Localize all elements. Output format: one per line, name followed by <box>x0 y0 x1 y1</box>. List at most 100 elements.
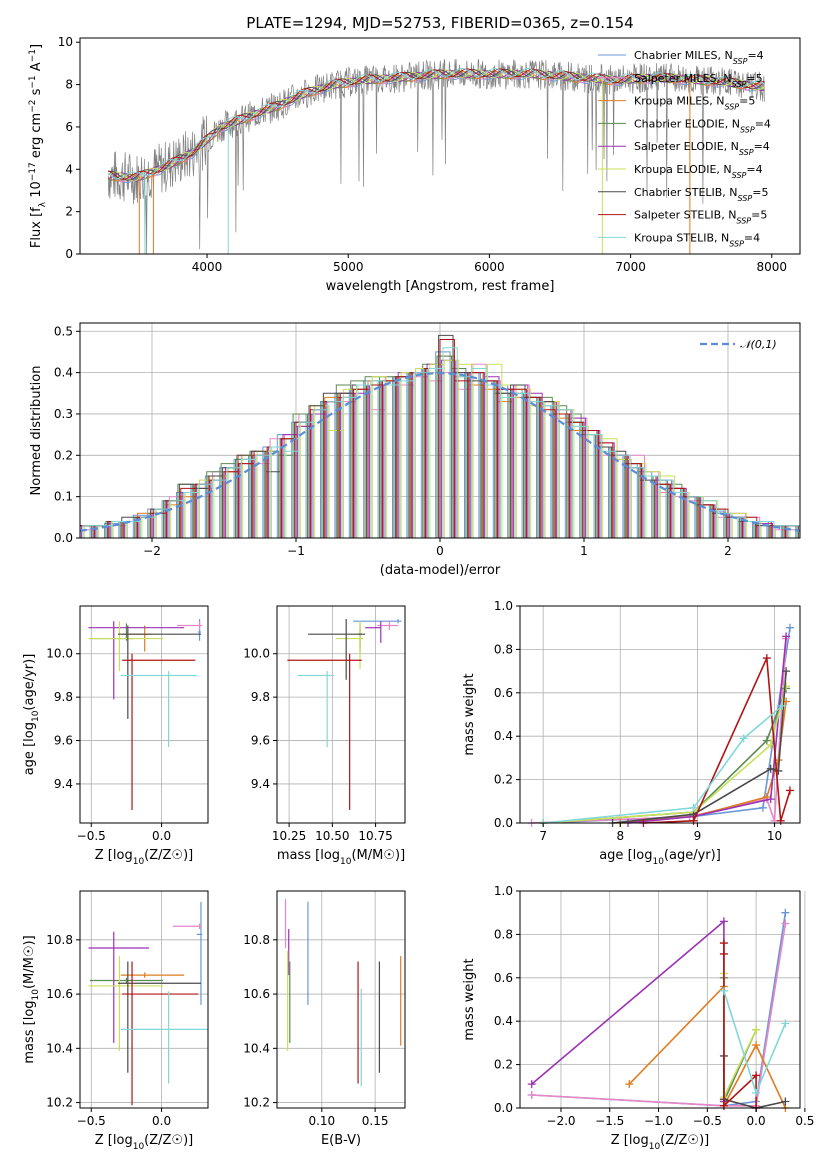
weight-point-marker <box>527 1090 536 1099</box>
weight-point-marker <box>762 736 771 745</box>
y-tick-label: 0.0 <box>494 816 513 830</box>
legend-label: Salpeter ELODIE, NSSP=4 <box>634 140 770 157</box>
x-tick-label: 8000 <box>756 260 787 274</box>
weight-point-marker <box>758 803 767 812</box>
y-axis-label-part: (age/yr)] <box>22 654 37 711</box>
weight-point-marker <box>719 917 728 926</box>
x-axis-label-part: 10 <box>133 1142 145 1152</box>
legend-label: Chabrier MILES, NSSP=4 <box>634 49 764 66</box>
x-axis-label-part: 10 <box>133 857 145 867</box>
x-axis-label-part: E(B-V) <box>321 1133 361 1148</box>
y-axis-label-part: 10 <box>31 989 41 1001</box>
weight-point-marker <box>766 740 775 749</box>
y-tick-label: 10.2 <box>243 1096 270 1110</box>
legend-label-eq: =5 <box>739 95 755 108</box>
x-tick-label: −2 <box>143 544 161 558</box>
model-spectrum-line <box>107 71 765 183</box>
y-axis-label-part: s <box>29 88 44 99</box>
residuals-panel: −2 −1 0 1 2 0.0 0.1 0.2 0.3 0.4 0.5 (data-model)/er… <box>29 322 801 578</box>
x-tick-label: 10.50 <box>315 829 349 843</box>
weight-line <box>531 638 787 824</box>
x-tick-label: −2.0 <box>546 1114 575 1128</box>
y-axis-label-part: A <box>29 62 44 75</box>
weight-point-marker <box>785 623 794 632</box>
weight-point-marker <box>781 1019 790 1028</box>
y-tick-label: 0.3 <box>54 407 73 421</box>
y-tick-label: 1.0 <box>494 884 513 898</box>
mass-weight-vs-metallicity-panel: −2.0 −1.5 −1.0 −0.5 0.0 0.5 0.0 0.2 0.4 0.6 0.8 1.0… <box>462 884 814 1152</box>
histogram-bars <box>80 359 801 538</box>
x-axis-label-part: age [ <box>599 848 632 863</box>
x-tick-label: 6000 <box>474 260 505 274</box>
weight-line <box>543 627 791 824</box>
weight-point-marker <box>752 1025 761 1034</box>
legend-label-text: Chabrier ELODIE, N <box>634 117 740 130</box>
weight-line <box>543 686 787 824</box>
y-tick-label: 9.4 <box>251 777 270 791</box>
y-tick-label: 4 <box>65 162 73 176</box>
y-tick-label: 10.4 <box>243 1041 270 1055</box>
observed-spectrum-line <box>107 59 765 255</box>
legend-label-text: Chabrier STELIB, N <box>634 186 738 199</box>
x-axis-label-part: mass [ <box>277 848 320 863</box>
legend-label-sub: SSP <box>740 125 755 134</box>
x-tick-label: −0.5 <box>77 1114 106 1128</box>
x-axis-label: Z [log10(Z/Z☉)] <box>611 1133 709 1152</box>
histogram-bars <box>79 334 800 538</box>
y-tick-label: 10.8 <box>46 933 73 947</box>
legend-label-sub: SSP <box>736 216 751 225</box>
legend-label: Kroupa ELODIE, NSSP=4 <box>634 163 763 180</box>
legend-label-sub: SSP <box>732 171 747 180</box>
model-spectrum-line <box>108 69 765 182</box>
y-tick-label: 0.4 <box>494 1014 513 1028</box>
y-tick-label: 6 <box>65 120 73 134</box>
y-tick-label: 0.6 <box>494 971 513 985</box>
legend-label: Kroupa STELIB, NSSP=4 <box>634 231 760 248</box>
x-axis-label: E(B-V) <box>321 1133 361 1148</box>
y-axis-label: age [log10(age/yr)] <box>22 654 41 776</box>
weight-point-marker <box>625 1080 634 1089</box>
y-axis-label-part: mass [ <box>22 1020 37 1063</box>
x-tick-label: −1.0 <box>644 1114 673 1128</box>
x-tick-label: 0.5 <box>795 1114 814 1128</box>
x-axis-label-part: log <box>113 848 133 863</box>
y-axis-label-part: Flux [f <box>29 207 44 248</box>
legend-label-eq: =5 <box>746 72 762 85</box>
y-axis-label-part: erg cm <box>29 113 44 162</box>
y-tick-label: 9.4 <box>54 777 73 791</box>
error-bars <box>287 619 402 810</box>
y-tick-label: 0.4 <box>54 366 73 380</box>
weight-line <box>531 923 787 1107</box>
y-tick-label: 0.8 <box>494 642 513 656</box>
y-tick-label: 0.8 <box>494 927 513 941</box>
weight-point-marker <box>766 764 775 773</box>
x-axis-label-part: (data-model)/error <box>380 563 501 578</box>
weight-line <box>723 943 757 1108</box>
x-tick-label: 4000 <box>192 260 223 274</box>
x-tick-label: 7000 <box>615 260 646 274</box>
weight-point-marker <box>719 939 728 948</box>
legend-label-sub: SSP <box>732 79 747 88</box>
error-bars <box>88 619 203 810</box>
legend-label-sub: SSP <box>733 57 748 66</box>
legend-label-text: Salpeter STELIB, N <box>634 209 736 222</box>
x-tick-label: 7 <box>539 829 547 843</box>
x-axis-label: wavelength [Angstrom, rest frame] <box>326 279 555 294</box>
weight-point-marker <box>689 816 698 825</box>
axes-frame <box>276 890 406 1109</box>
x-tick-label: −1 <box>287 544 305 558</box>
weight-point-marker <box>719 986 728 995</box>
axes-frame <box>79 890 209 1109</box>
weight-point-marker <box>781 1097 790 1106</box>
x-tick-label: 10.25 <box>272 829 306 843</box>
y-axis-label: mass weight <box>462 673 477 755</box>
weight-point-marker <box>782 667 791 676</box>
y-axis-label: mass [log10(M/M☉)] <box>22 935 41 1063</box>
weight-line <box>627 636 787 824</box>
y-axis-label-part: −1 <box>28 75 38 88</box>
axes-frame <box>79 605 209 824</box>
legend-label-eq: =5 <box>751 209 767 222</box>
y-tick-label: 9.8 <box>251 690 270 704</box>
x-tick-label: 0.0 <box>747 1114 766 1128</box>
